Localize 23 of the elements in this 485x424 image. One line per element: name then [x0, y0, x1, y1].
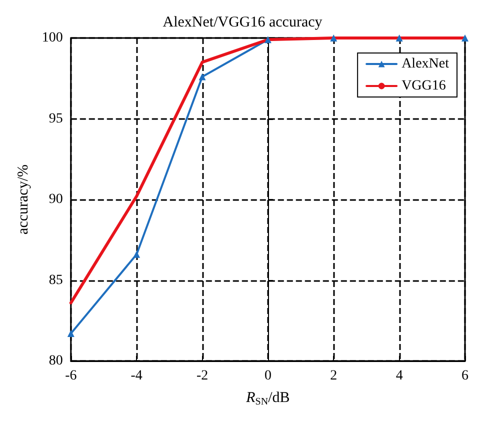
x-tick-label: -2	[196, 368, 208, 384]
y-tick-label: 85	[48, 272, 63, 288]
point	[330, 34, 338, 42]
x-tick-label: 0	[264, 368, 272, 384]
y-tick-label: 80	[48, 354, 63, 368]
y-tick-label: 90	[48, 192, 63, 207]
x-tick-label: 2	[330, 368, 338, 384]
point	[462, 34, 468, 42]
x-tick-label: -4	[130, 368, 142, 384]
legend-label: AlexNet	[402, 56, 450, 72]
y-tick-label: 100	[42, 30, 63, 46]
x-tick-label: 6	[462, 368, 468, 384]
point	[67, 330, 74, 338]
x-tick-label: -6	[65, 368, 77, 384]
x-tick-label: 4	[396, 368, 403, 384]
legend-label: VGG16	[402, 78, 446, 94]
point	[396, 34, 403, 42]
point	[264, 36, 272, 44]
point	[133, 250, 140, 258]
point	[198, 73, 206, 80]
y-axis-title: accuracy/%	[16, 164, 32, 234]
chart-title: AlexNet/VGG16 accuracy	[162, 14, 323, 30]
y-tick-label: 95	[48, 111, 63, 126]
